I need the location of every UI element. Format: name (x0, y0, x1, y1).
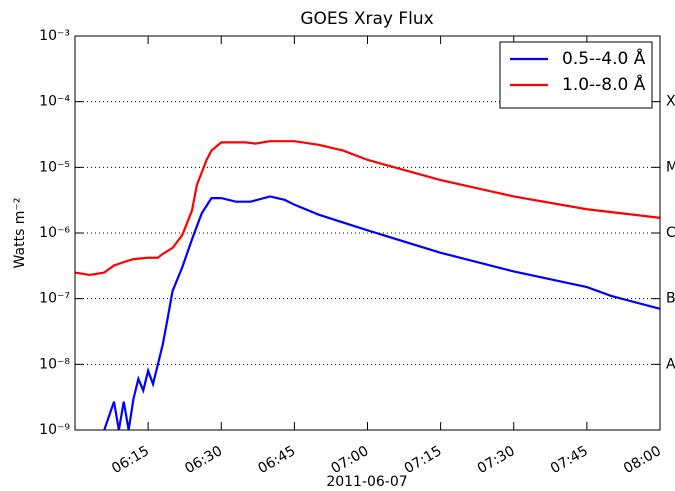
series-line (74, 140, 661, 277)
legend-label: 0.5--4.0 Å (562, 47, 646, 69)
x-tick-label: 07:30 (475, 443, 518, 477)
y2-tick-label: X (666, 94, 675, 110)
y2-tick-label: C (666, 225, 675, 241)
y2-tick-label: M (666, 159, 675, 175)
y-tick-label: 10⁻⁴ (39, 94, 70, 110)
y-tick-label: 10⁻³ (39, 28, 70, 44)
y-tick-label: 10⁻⁹ (39, 422, 70, 438)
x-tick-label: 07:15 (402, 443, 445, 477)
x-tick-label: 06:15 (109, 443, 152, 477)
x-tick-label: 07:00 (329, 443, 372, 477)
x-tick-label: 08:00 (621, 443, 664, 477)
y-tick-label: 10⁻⁷ (39, 291, 70, 307)
y-tick-label: 10⁻⁶ (39, 225, 70, 241)
x-tick-label: 07:45 (548, 443, 591, 477)
y-tick-label: 10⁻⁵ (39, 159, 70, 175)
y2-tick-label: A (666, 356, 675, 372)
y-tick-label: 10⁻⁸ (39, 356, 70, 372)
x-tick-label: 06:45 (255, 443, 298, 477)
x-tick-label: 06:30 (182, 443, 225, 477)
series-line (103, 195, 661, 431)
x-axis-label: 2011-06-07 (326, 474, 407, 490)
legend-label: 1.0--8.0 Å (562, 73, 646, 95)
chart-title: GOES Xray Flux (300, 9, 433, 29)
y-axis-label: Watts m⁻² (12, 198, 28, 269)
legend-box (499, 41, 653, 109)
plot-frame (74, 35, 661, 431)
y2-tick-label: B (666, 291, 675, 307)
